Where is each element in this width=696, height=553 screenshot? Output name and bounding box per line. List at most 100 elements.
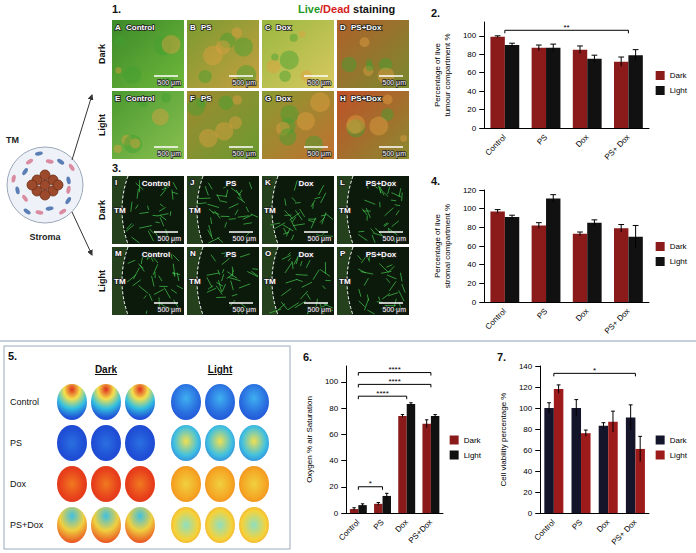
svg-text:Control: Control <box>10 397 39 407</box>
svg-text:Light: Light <box>670 257 688 266</box>
svg-text:TM: TM <box>114 277 126 286</box>
svg-text:PS+Dox: PS+Dox <box>351 23 382 32</box>
svg-text:40: 40 <box>523 467 532 476</box>
svg-text:500 μm: 500 μm <box>383 306 407 314</box>
svg-text:F: F <box>190 94 195 103</box>
svg-text:Control: Control <box>483 133 508 158</box>
svg-text:40: 40 <box>467 260 476 269</box>
svg-text:500 μm: 500 μm <box>158 150 182 158</box>
svg-text:A: A <box>115 23 121 32</box>
svg-text:N: N <box>190 249 196 258</box>
svg-text:0: 0 <box>472 124 477 133</box>
svg-text:100: 100 <box>463 204 477 213</box>
svg-text:*: * <box>369 479 372 488</box>
svg-text:Dark: Dark <box>670 436 688 445</box>
svg-text:500 μm: 500 μm <box>308 79 332 87</box>
svg-text:Dox: Dox <box>10 479 27 489</box>
svg-text:500 μm: 500 μm <box>308 150 332 158</box>
svg-text:D: D <box>340 23 346 32</box>
svg-text:PS: PS <box>226 179 237 188</box>
svg-text:140: 140 <box>519 362 533 371</box>
svg-text:H: H <box>340 94 346 103</box>
svg-text:120: 120 <box>463 186 477 195</box>
svg-text:PS+ Dox: PS+ Dox <box>603 307 632 336</box>
svg-text:100: 100 <box>463 31 477 40</box>
svg-text:Cell viability percentage %: Cell viability percentage % <box>499 393 508 487</box>
svg-text:I: I <box>115 178 117 187</box>
svg-text:500 μm: 500 μm <box>383 79 407 87</box>
svg-text:20: 20 <box>329 482 338 491</box>
svg-text:G: G <box>265 94 271 103</box>
svg-text:TM: TM <box>114 206 126 215</box>
svg-text:500 μm: 500 μm <box>383 235 407 243</box>
svg-text:M: M <box>115 249 122 258</box>
svg-text:4.: 4. <box>431 175 440 187</box>
svg-text:7.: 7. <box>497 351 506 363</box>
svg-text:**: ** <box>564 23 570 32</box>
svg-text:Control: Control <box>126 94 154 103</box>
svg-text:Live/Dead staining: Live/Dead staining <box>298 3 395 15</box>
svg-text:80: 80 <box>523 425 532 434</box>
svg-text:5.: 5. <box>8 350 17 362</box>
svg-text:Dox: Dox <box>595 518 611 534</box>
svg-text:60: 60 <box>523 446 532 455</box>
svg-text:Dox: Dox <box>393 518 409 534</box>
svg-text:60: 60 <box>467 242 476 251</box>
svg-text:Percentage of live: Percentage of live <box>433 213 442 278</box>
svg-text:0: 0 <box>334 509 339 518</box>
svg-text:Control: Control <box>142 250 170 259</box>
svg-text:0: 0 <box>472 298 477 307</box>
svg-text:stromal compartment %: stromal compartment % <box>443 204 452 288</box>
svg-text:Dark: Dark <box>670 71 688 80</box>
svg-text:TM: TM <box>189 277 201 286</box>
svg-text:K: K <box>265 178 271 187</box>
svg-text:0: 0 <box>528 509 533 518</box>
svg-text:Dox: Dox <box>574 307 590 323</box>
svg-text:1.: 1. <box>112 3 121 15</box>
svg-text:Dox: Dox <box>298 179 314 188</box>
svg-text:Dark: Dark <box>97 199 107 220</box>
svg-text:Dark: Dark <box>97 43 107 64</box>
svg-text:PS: PS <box>201 94 212 103</box>
svg-text:Light: Light <box>464 451 482 460</box>
svg-text:Control: Control <box>483 307 508 332</box>
svg-text:PS: PS <box>570 518 584 532</box>
svg-text:PS: PS <box>535 307 549 321</box>
svg-text:PS: PS <box>535 133 549 147</box>
svg-text:Dark: Dark <box>670 242 688 251</box>
svg-text:PS+Dox: PS+Dox <box>10 520 44 530</box>
svg-text:Dark: Dark <box>95 364 118 375</box>
svg-text:****: **** <box>388 377 400 386</box>
svg-text:Control: Control <box>337 518 362 543</box>
svg-text:500 μm: 500 μm <box>383 150 407 158</box>
svg-text:PS+Dox: PS+Dox <box>407 518 434 545</box>
svg-text:J: J <box>190 178 194 187</box>
svg-text:Light: Light <box>97 270 107 292</box>
svg-text:20: 20 <box>467 105 476 114</box>
svg-text:PS+Dox: PS+Dox <box>351 94 382 103</box>
svg-text:C: C <box>265 23 271 32</box>
svg-text:Stroma: Stroma <box>29 232 61 242</box>
svg-text:TM: TM <box>189 206 201 215</box>
svg-text:500 μm: 500 μm <box>308 306 332 314</box>
svg-text:40: 40 <box>329 456 338 465</box>
svg-text:60: 60 <box>467 68 476 77</box>
svg-text:500 μm: 500 μm <box>233 235 257 243</box>
svg-text:60: 60 <box>329 430 338 439</box>
svg-text:tumour compartment %: tumour compartment % <box>443 33 452 116</box>
svg-text:PS+Dox: PS+Dox <box>366 179 397 188</box>
svg-text:3.: 3. <box>112 162 121 174</box>
svg-text:2.: 2. <box>431 7 440 19</box>
svg-text:PS+ Dox: PS+ Dox <box>610 518 639 547</box>
svg-text:500 μm: 500 μm <box>233 150 257 158</box>
svg-text:TM: TM <box>264 277 276 286</box>
svg-text:6.: 6. <box>303 351 312 363</box>
svg-text:500 μm: 500 μm <box>308 235 332 243</box>
svg-text:P: P <box>340 249 346 258</box>
svg-text:100: 100 <box>325 377 339 386</box>
svg-text:500 μm: 500 μm <box>233 306 257 314</box>
svg-text:TM: TM <box>264 206 276 215</box>
svg-text:Percentage of live: Percentage of live <box>433 42 442 107</box>
svg-text:500 μm: 500 μm <box>158 306 182 314</box>
svg-text:L: L <box>340 178 345 187</box>
